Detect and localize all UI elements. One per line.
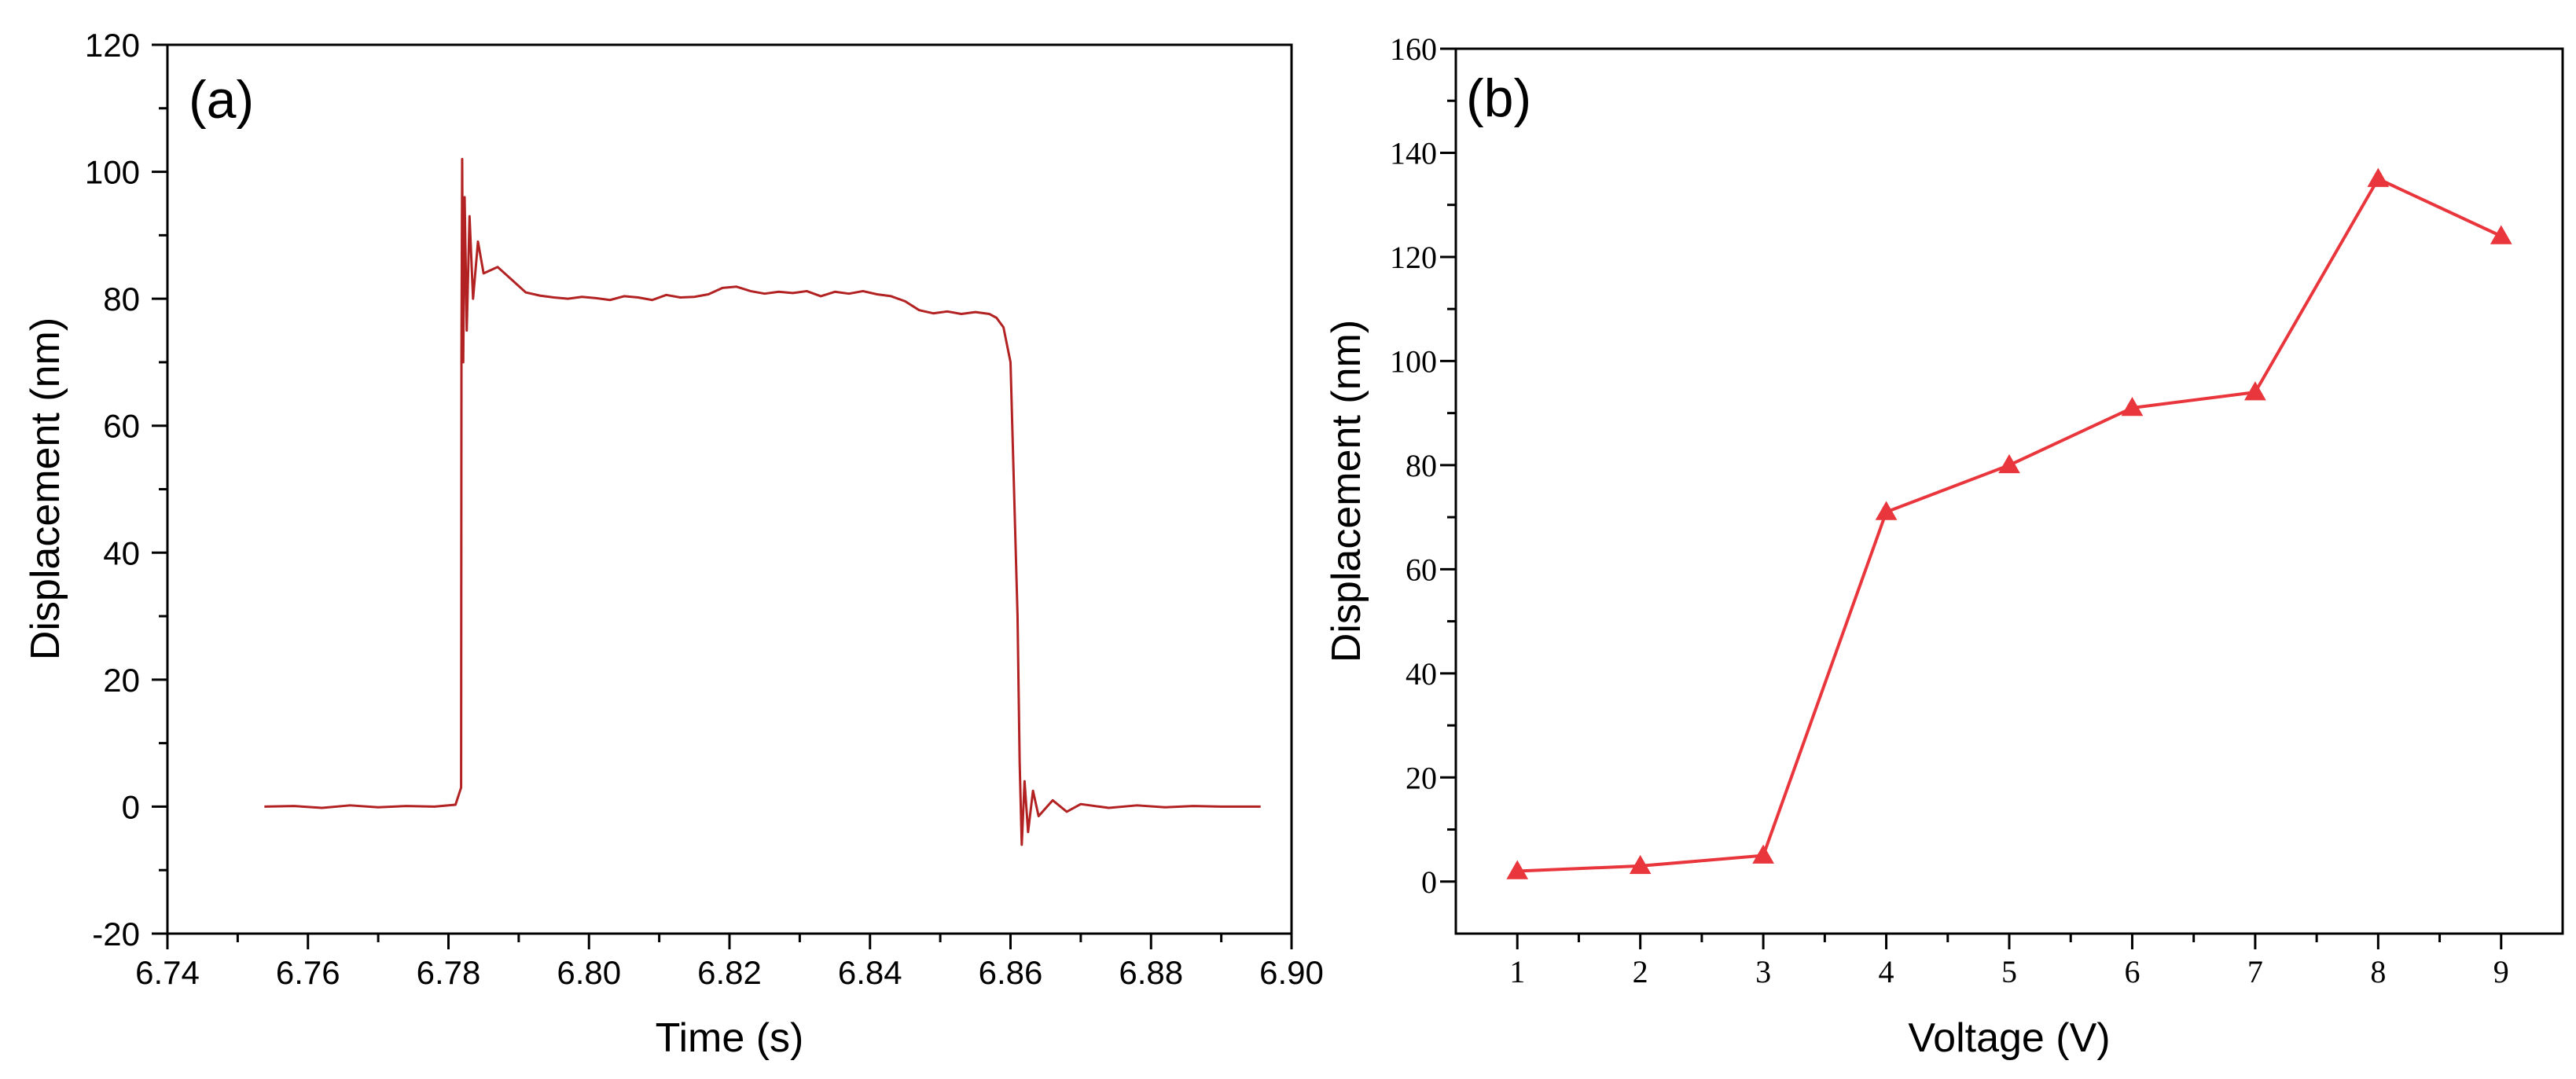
data-point-marker — [1998, 453, 2020, 474]
y-tick-label: 60 — [103, 408, 140, 445]
b-data-line — [1517, 177, 2502, 873]
b-tick-labels: 1 2 3 4 5 6 7 8 9 0 20 40 60 80 100 120 140 160 — [1390, 31, 2509, 989]
x-tick-label: 6.86 — [979, 954, 1043, 991]
x-tick-label: 6.90 — [1259, 954, 1324, 991]
x-tick-label: 1 — [1509, 954, 1525, 989]
data-point-marker — [2121, 397, 2144, 417]
x-tick-label: 5 — [2001, 954, 2017, 989]
y-tick-label: -20 — [92, 916, 140, 952]
plot-frame-b — [1454, 47, 2564, 935]
y-tick-label: 20 — [1406, 760, 1437, 795]
y-tick-label: 120 — [85, 27, 140, 64]
data-point-marker — [2367, 167, 2390, 187]
y-tick-label: 0 — [1421, 864, 1437, 900]
y-tick-label: 120 — [1390, 240, 1437, 275]
x-tick-label: 6 — [2124, 954, 2140, 989]
panel-b: 1 2 3 4 5 6 7 8 9 0 20 40 60 80 100 120 140 160 (b) Volta… — [1324, 31, 2564, 1061]
x-tick-label: 2 — [1633, 954, 1648, 989]
a-data-line — [264, 157, 1261, 846]
data-point-marker — [1875, 501, 1898, 520]
panel-a: 6.74 6.76 6.78 6.80 6.82 6.84 6.86 6.88 6.90 -20 0… — [23, 27, 1324, 1061]
x-tick-label: 6.76 — [276, 954, 340, 991]
y-tick-label: 100 — [85, 154, 140, 191]
y-tick-label: 20 — [103, 662, 140, 699]
y-tick-label: 40 — [103, 534, 140, 571]
y-tick-label: 80 — [103, 281, 140, 317]
b-markers — [1506, 167, 2512, 879]
data-point-marker — [2244, 381, 2266, 401]
data-point-marker — [2490, 225, 2512, 244]
y-tick-label: 100 — [1390, 343, 1437, 379]
x-tick-label: 6.88 — [1119, 954, 1183, 991]
b-ticks — [1440, 47, 2503, 949]
y-tick-label: 80 — [1406, 448, 1437, 483]
y-axis-title-b: Displacement (nm) — [1324, 320, 1369, 662]
y-tick-label: 160 — [1390, 31, 1437, 67]
data-point-marker — [1629, 854, 1652, 875]
x-axis-title-a: Time (s) — [656, 1015, 804, 1061]
panel-label-b: (b) — [1466, 68, 1531, 128]
y-tick-label: 0 — [122, 788, 140, 825]
x-tick-label: 6.82 — [697, 954, 762, 991]
x-tick-label: 9 — [2493, 954, 2509, 989]
x-tick-label: 8 — [2370, 954, 2386, 989]
x-tick-label: 3 — [1755, 954, 1771, 989]
x-axis-title-b: Voltage (V) — [1908, 1015, 2110, 1061]
y-tick-label: 140 — [1390, 135, 1437, 171]
data-point-marker — [1752, 844, 1774, 864]
a-ticks — [152, 43, 1293, 949]
x-tick-label: 6.78 — [417, 954, 481, 991]
x-tick-label: 6.80 — [557, 954, 621, 991]
y-axis-title-a: Displacement (nm) — [23, 317, 68, 660]
x-tick-label: 6.84 — [838, 954, 902, 991]
y-tick-label: 60 — [1406, 552, 1437, 587]
x-tick-label: 6.74 — [135, 954, 200, 991]
a-tick-labels: 6.74 6.76 6.78 6.80 6.82 6.84 6.86 6.88 6.90 -20 0… — [85, 27, 1324, 991]
panel-label-a: (a) — [189, 70, 254, 130]
data-point-marker — [1506, 860, 1529, 879]
x-tick-label: 7 — [2247, 954, 2263, 989]
plot-frame-a — [166, 43, 1293, 935]
x-tick-label: 4 — [1879, 954, 1894, 989]
y-tick-label: 40 — [1406, 656, 1437, 692]
